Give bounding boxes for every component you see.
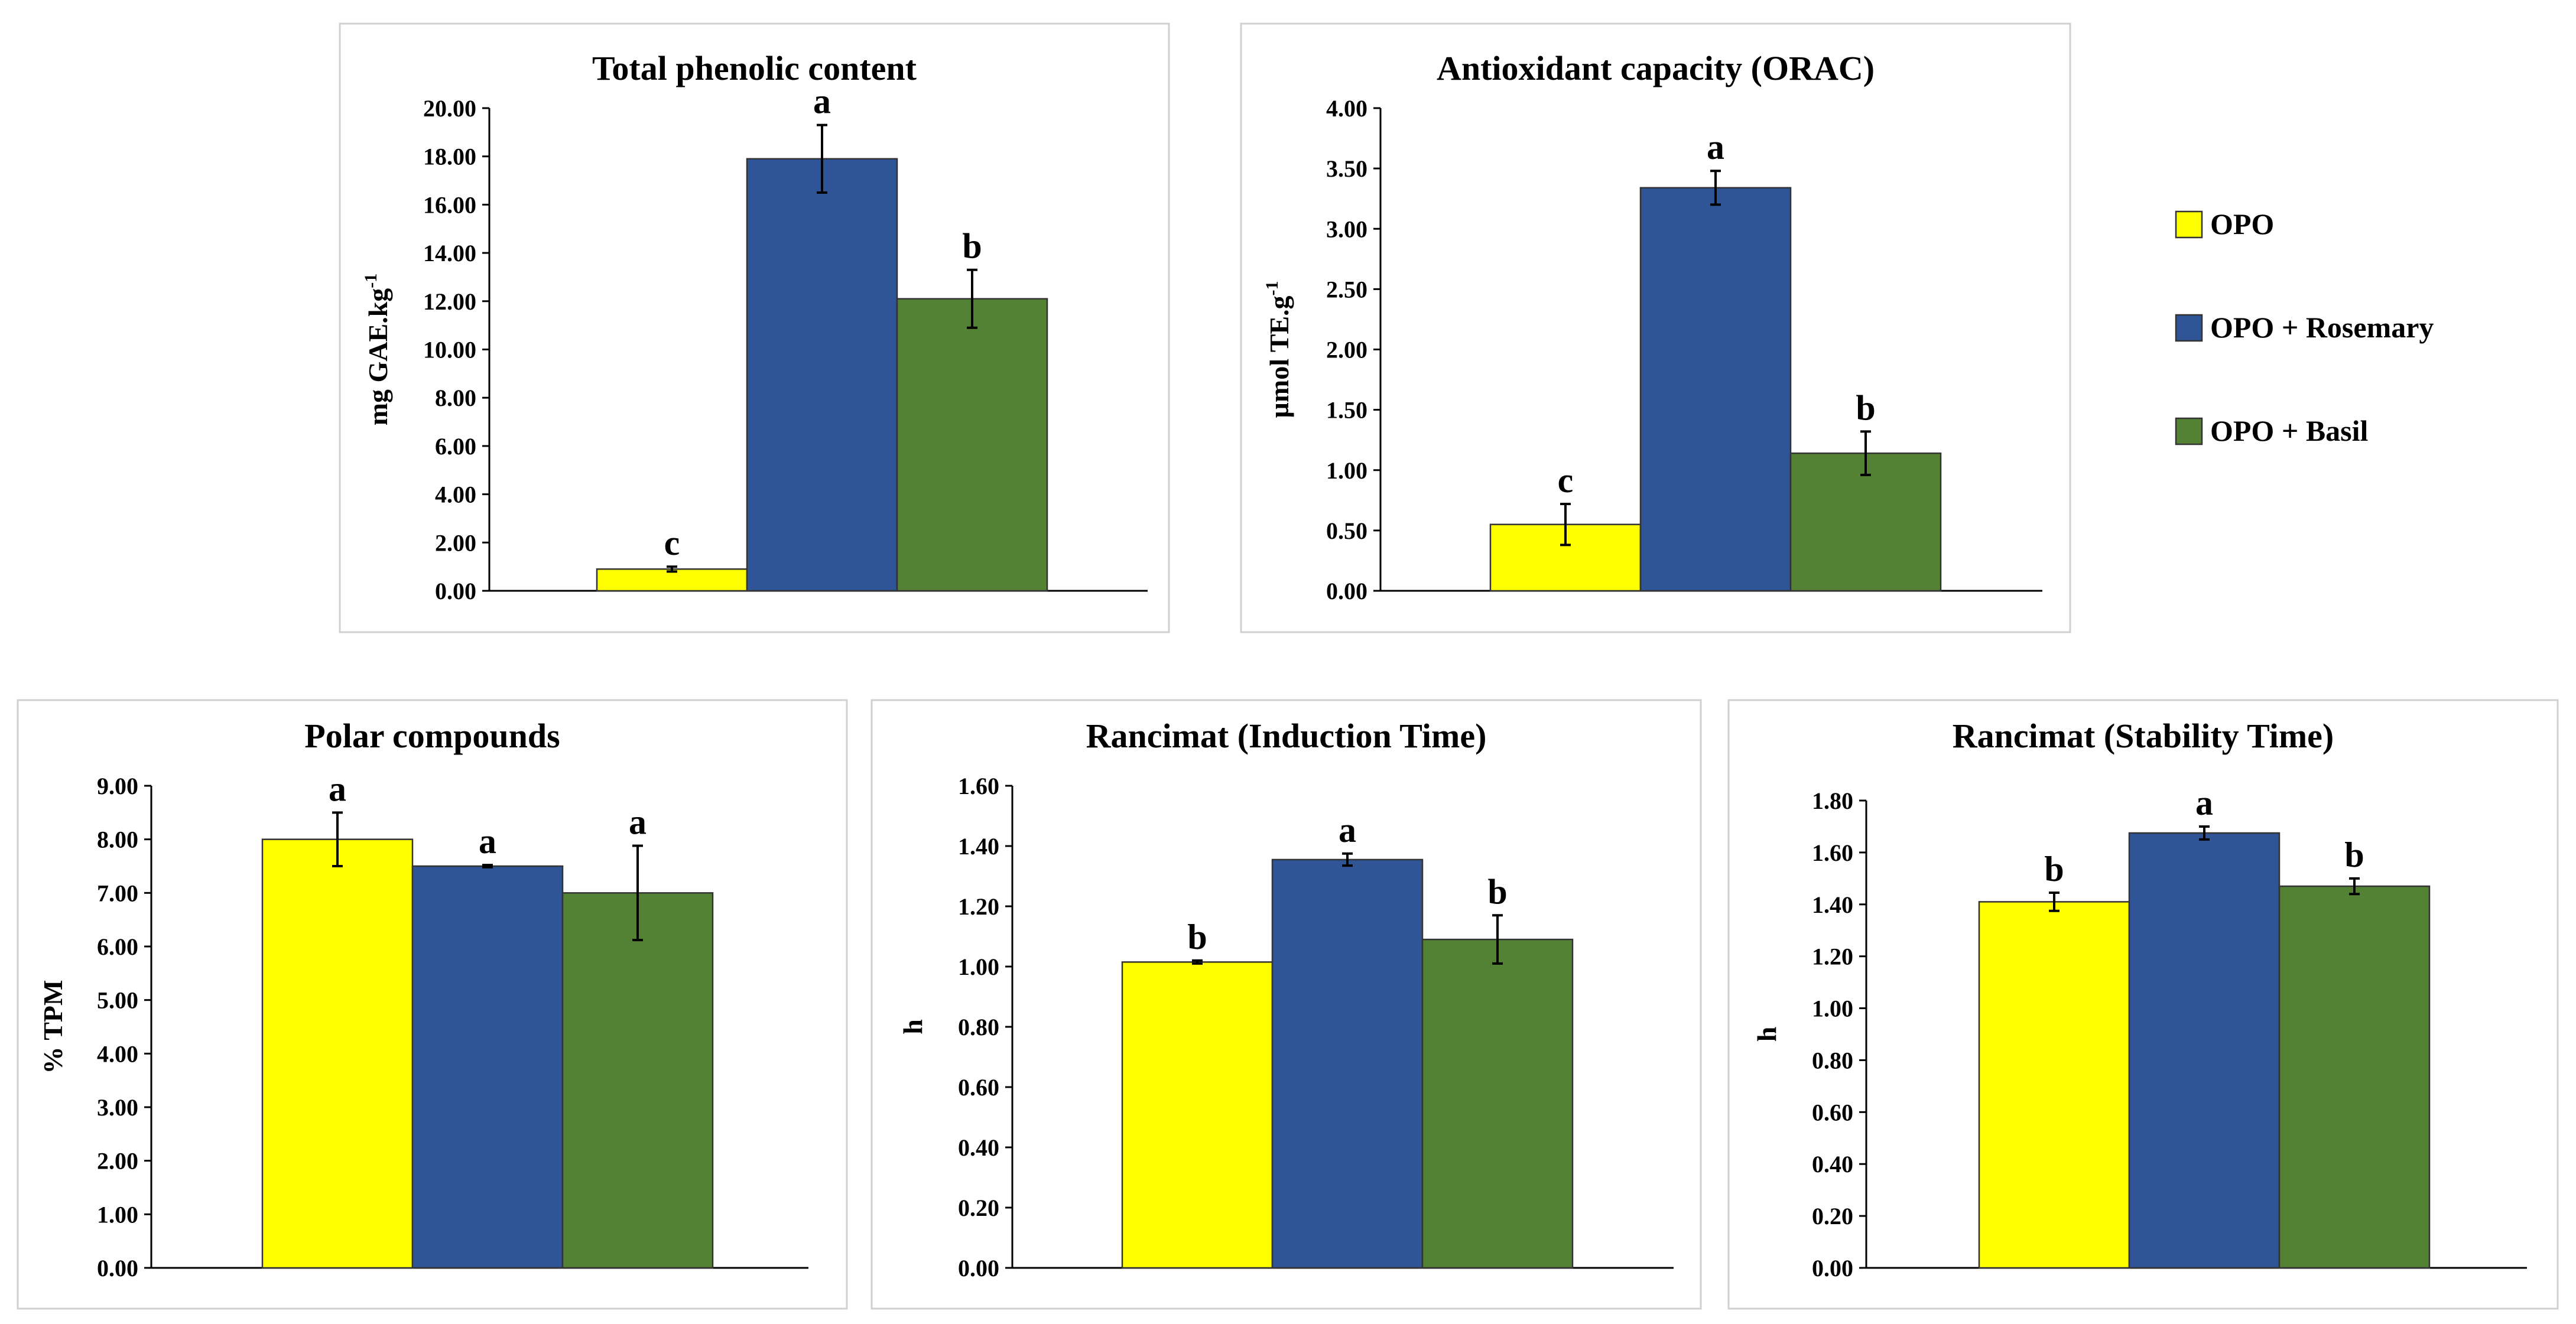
y-axis-label: h [1752,1027,1782,1042]
bar-1 [1121,961,1274,1269]
bar-2 [746,158,898,592]
y-axis-label: % TPM [38,980,68,1074]
y-tick-label: 0.00 [1326,578,1367,604]
significance-letter: a [1707,128,1724,167]
y-tick-label: 14.00 [423,240,476,266]
chart-panel-1: Total phenolic content 0.00 2.00 4.00 6.00 8.… [339,22,1170,633]
legend-label: OPO + Basil [2210,414,2369,447]
legend-swatch [2175,210,2203,239]
y-tick-label: 4.00 [1326,95,1367,122]
bar-1 [1978,901,2130,1269]
y-tick-label: 2.00 [97,1148,138,1175]
significance-letter: b [1187,918,1207,957]
bar-3 [2278,885,2431,1269]
y-tick-label: 3.50 [1326,155,1367,182]
bar-2 [2128,832,2281,1269]
y-tick-label: 1.40 [1812,892,1853,918]
y-tick-label: 0.00 [97,1255,138,1281]
chart-title: Rancimat (Stability Time) [1953,717,2334,755]
significance-letter: b [1487,872,1507,911]
significance-letter: a [479,822,496,861]
legend: OPO OPO + Rosemary OPO + Basil [2175,207,2434,447]
bar-2 [411,865,564,1269]
bar-2 [1639,187,1792,592]
y-tick-label: 0.00 [1812,1255,1853,1281]
legend-swatch [2175,417,2203,445]
bar-3 [1421,938,1574,1269]
y-tick-label: 1.50 [1326,397,1367,424]
y-tick-label: 0.80 [958,1014,999,1040]
y-tick-label: 16.00 [423,191,476,218]
significance-letter: c [1558,461,1574,500]
chart-title: Antioxidant capacity (ORAC) [1437,49,1875,87]
y-tick-label: 3.00 [1326,216,1367,242]
y-tick-label: 0.60 [958,1074,999,1101]
y-tick-label: 0.20 [958,1195,999,1221]
y-tick-label: 7.00 [97,880,138,906]
y-tick-label: 0.00 [958,1255,999,1281]
y-tick-label: 4.00 [435,482,476,508]
bar-3 [896,298,1048,592]
bar-2 [1271,858,1424,1269]
y-tick-label: 8.00 [435,385,476,411]
chart-panel-2: Antioxidant capacity (ORAC) 0.00 0.50 1.00 1… [1240,22,2071,633]
chart-panel-3: Polar compounds 0.00 1.00 2.00 3.00 4.00 5.00 6… [17,699,848,1310]
bar-3 [561,892,714,1269]
y-tick-label: 8.00 [97,827,138,853]
y-tick-label: 1.20 [1812,944,1853,970]
significance-letter: a [329,769,346,808]
y-tick-label: 0.60 [1812,1099,1853,1125]
y-tick-label: 9.00 [97,773,138,799]
y-tick-label: 1.60 [958,773,999,799]
chart-panel-5: Rancimat (Stability Time) 0.00 0.20 0.40 0.6… [1727,699,2559,1310]
y-tick-label: 6.00 [435,433,476,460]
significance-letter: b [962,227,982,266]
y-tick-label: 2.00 [435,529,476,556]
y-tick-label: 2.00 [1326,337,1367,363]
y-tick-label: 4.00 [97,1040,138,1067]
y-tick-label: 1.00 [97,1201,138,1228]
y-tick-label: 5.00 [97,987,138,1014]
y-tick-label: 12.00 [423,288,476,315]
y-axis-label: h [898,1019,928,1035]
y-tick-label: 3.00 [97,1094,138,1121]
y-tick-label: 0.40 [1812,1151,1853,1177]
significance-letter: b [2044,850,2064,889]
y-tick-label: 2.50 [1326,276,1367,302]
chart-title: Total phenolic content [592,49,917,87]
y-tick-label: 10.00 [423,337,476,363]
chart-title: Rancimat (Induction Time) [1086,717,1487,755]
significance-letter: b [1856,388,1875,427]
significance-letter: a [813,82,831,121]
y-tick-label: 18.00 [423,144,476,170]
y-tick-label: 1.40 [958,833,999,860]
y-axis-label: mg GAE.kg-1 [361,274,393,426]
significance-letter: a [2195,783,2213,822]
legend-swatch [2175,314,2203,342]
y-tick-label: 1.20 [958,893,999,920]
legend-label: OPO + Rosemary [2210,311,2434,344]
y-tick-label: 0.80 [1812,1047,1853,1073]
y-tick-label: 1.00 [1812,996,1853,1022]
y-tick-label: 0.40 [958,1134,999,1161]
y-tick-label: 1.00 [958,954,999,980]
chart-title: Polar compounds [304,717,560,755]
y-tick-label: 20.00 [423,95,476,122]
legend-label: OPO [2210,207,2274,240]
y-tick-label: 1.60 [1812,840,1853,866]
bar-1 [261,838,414,1269]
chart-panel-4: Rancimat (Induction Time) 0.00 0.20 0.40 0.6… [870,699,1702,1310]
significance-letter: c [664,523,680,562]
y-tick-label: 1.00 [1326,457,1367,484]
significance-letter: a [1339,811,1356,850]
y-tick-label: 1.80 [1812,788,1853,814]
y-tick-label: 0.00 [435,578,476,604]
significance-letter: a [629,803,647,842]
significance-letter: b [2344,835,2364,874]
y-tick-label: 0.20 [1812,1203,1853,1229]
y-tick-label: 0.50 [1326,518,1367,544]
y-axis-label: µmol TE.g-1 [1262,281,1294,418]
y-tick-label: 6.00 [97,933,138,960]
